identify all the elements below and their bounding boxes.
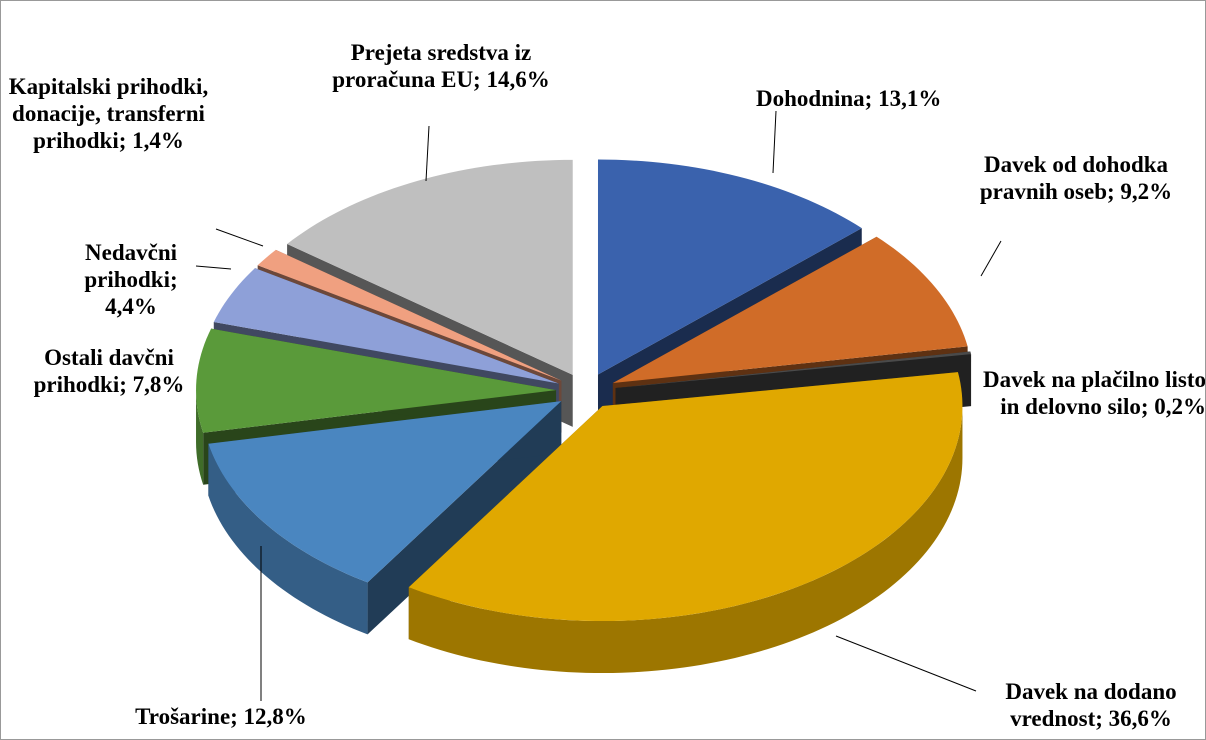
slice-top [408,372,963,622]
slice-side [367,401,562,635]
slice-top [612,236,968,384]
leader-line [980,240,1002,277]
leader-line [195,265,232,270]
leader-line [835,635,977,692]
slice-top [213,268,559,384]
slice-top [257,249,562,381]
slice [408,372,963,674]
slice-wall [408,406,963,674]
leader-line [215,228,264,247]
data-label: Davek od dohodka pravnih oseb; 9,2% [979,152,1173,204]
data-label: Trošarine; 12,8% [135,704,307,729]
slice [208,401,562,635]
slice-wall [208,443,368,635]
data-label: Davek na dodano vrednost; 36,6% [1005,679,1177,731]
data-label: Kapitalski prihodki, donacije, transfern… [8,74,209,153]
slice-top [597,159,862,375]
data-label: Davek na plačilno listo in delovno silo;… [982,367,1206,419]
data-label: Nedavčni prihodki; 4,4% [84,240,178,319]
slice-top [208,401,562,583]
data-label: Prejeta sredstva iz proračuna EU; 14,6% [332,40,550,92]
slice-wall [196,390,204,485]
data-label: Ostali davčni prihodki; 7,8% [33,345,185,397]
data-label: Dohodnina; 13,1% [756,86,942,111]
slice-top [196,328,557,433]
slice-top [615,351,972,389]
leader-line [425,125,430,182]
slice-top [287,159,573,375]
leader-line [772,110,777,174]
